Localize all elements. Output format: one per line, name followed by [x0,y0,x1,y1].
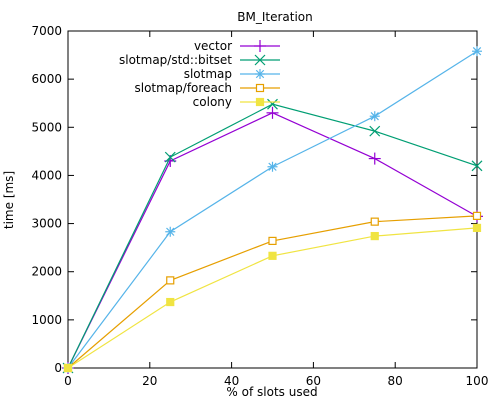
data-point [368,152,381,165]
data-point [370,217,379,226]
series-1 [62,98,483,374]
data-point [255,83,265,93]
data-point [266,106,279,119]
chart-title: BM_Iteration [237,10,313,24]
data-point [472,211,482,220]
y-tick-label: 4000 [31,168,62,182]
y-tick-label: 6000 [31,72,62,86]
data-point [471,160,483,172]
axes: 0 20 40 60 80 1000100020003000400050006000700… [31,24,488,388]
data-point [255,69,265,79]
data-point [255,69,265,79]
data-point [268,236,277,246]
y-axis-label: time [ms] [2,171,16,229]
x-tick-label: 100 [466,374,489,388]
y-tick-label: 3000 [31,217,62,231]
x-tick-label: 60 [306,374,321,388]
data-point [166,276,175,285]
x-tick-label: 40 [224,374,239,388]
legend-entry: slotmap/foreach [134,81,280,95]
data-point [267,161,278,172]
series-layer [62,46,483,374]
legend-label: colony [193,95,232,109]
legend-label: slotmap [184,67,232,81]
y-tick-label: 5000 [31,120,62,134]
series-3 [63,211,482,373]
data-point [254,54,266,66]
plot-frame [67,30,478,369]
x-tick-label: 20 [142,374,157,388]
data-point [369,125,381,137]
series-2 [63,46,482,373]
data-point [166,297,175,307]
data-point [268,251,277,260]
legend-entry: slotmap [184,67,280,81]
legend-label: vector [194,39,232,53]
data-point [471,160,483,172]
data-point [166,227,175,236]
data-point [267,98,278,110]
legend-label: slotmap/std::bitset [119,53,232,67]
data-point [255,97,265,107]
data-point [472,47,482,56]
x-tick-label: 80 [388,374,403,388]
legend: vectorslotmap/std::bitsetslotmapslotmap/… [119,39,280,109]
y-tick-label: 0 [54,361,62,375]
data-point [164,151,176,163]
data-point [369,125,381,137]
data-point [370,231,379,241]
y-tick-label: 1000 [31,313,62,327]
y-tick-label: 2000 [31,265,62,279]
data-point [472,46,482,57]
legend-entry: vector [194,39,280,53]
legend-entry: slotmap/std::bitset [119,53,280,67]
data-point [268,162,277,171]
data-point [370,112,379,121]
data-point [254,40,266,52]
legend-entry: colony [193,95,280,109]
data-point [472,223,482,233]
data-point [63,363,73,373]
data-point [369,111,380,122]
x-axis-label: % of slots used [226,385,317,399]
legend-label: slotmap/foreach [134,81,232,95]
data-point [165,226,176,237]
y-tick-label: 7000 [31,24,62,38]
data-point [254,54,266,66]
data-point [267,98,278,110]
series-line [67,50,478,369]
series-line [67,227,478,369]
data-point [164,151,176,163]
x-tick-label: 0 [64,374,72,388]
series-4 [63,223,482,373]
